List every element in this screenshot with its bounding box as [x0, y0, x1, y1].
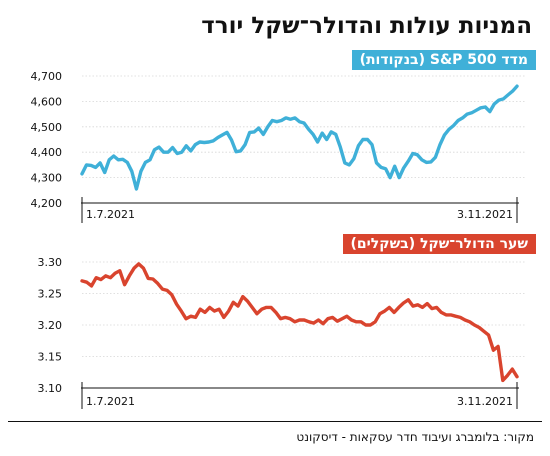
- usdils-x-end-label: 3.11.2021: [457, 395, 513, 408]
- source-divider: [8, 421, 542, 422]
- sp500-y-tick-label: 4,500: [31, 121, 63, 134]
- sp500-y-tick-label: 4,400: [31, 146, 63, 159]
- sp500-chart-title: מדד S&P 500 (בנקודות): [351, 50, 536, 70]
- sp500-y-tick-label: 4,600: [31, 95, 63, 108]
- usdils-y-tick-label: 3.30: [38, 256, 63, 269]
- page-title: המניות עולות והדולר־שקל יורד: [201, 13, 532, 39]
- sp500-y-tick-label: 4,300: [31, 172, 63, 185]
- sp500-y-tick-label: 4,700: [31, 70, 63, 83]
- usdils-y-tick-label: 3.25: [38, 288, 63, 301]
- usdils-chart-title: שער הדולר־שקל (בשקלים): [342, 234, 536, 254]
- usdils-y-tick-label: 3.15: [38, 351, 63, 364]
- sp500-chart: 4,200 4,300 4,400 4,500 4,600 4,700 1.7.2021 3.…: [31, 70, 525, 223]
- usdils-y-tick-label: 3.10: [38, 382, 63, 395]
- usdils-series-line: [80, 262, 519, 383]
- sp500-x-start-label: 1.7.2021: [86, 208, 135, 221]
- sp500-x-end-label: 3.11.2021: [457, 208, 513, 221]
- usdils-y-tick-label: 3.20: [38, 319, 63, 332]
- sp500-y-tick-label: 4,200: [31, 197, 63, 210]
- source-note: מקור: בלומברג ועיבוד חדר עסקאות - דיסקונ…: [296, 430, 534, 444]
- sp500-series-line: [80, 84, 519, 191]
- usdils-x-start-label: 1.7.2021: [86, 395, 135, 408]
- usdils-chart: 3.10 3.15 3.20 3.25 3.30 1.7.2021 3.11.2021: [38, 256, 525, 409]
